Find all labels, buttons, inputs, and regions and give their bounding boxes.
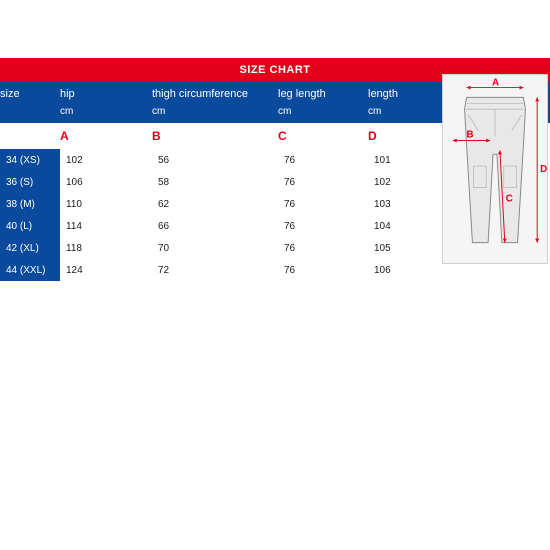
cell-leg: 76 xyxy=(278,243,368,254)
header-length: length xyxy=(368,82,440,106)
size-cell: 42 (XL) xyxy=(0,237,60,259)
size-cell: 44 (XXL) xyxy=(0,259,60,281)
letter-b: B xyxy=(152,123,278,149)
diagram-label-b: B xyxy=(467,130,474,141)
unit-length: cm xyxy=(368,106,440,123)
header-hip: hip xyxy=(60,82,152,106)
cell-len: 106 xyxy=(368,265,440,276)
unit-thigh: cm xyxy=(152,106,278,123)
size-cell: 34 (XS) xyxy=(0,149,60,171)
diagram-label-a: A xyxy=(492,78,499,89)
header-size: size xyxy=(0,82,60,106)
cell-leg: 76 xyxy=(278,265,368,276)
size-cell: 36 (S) xyxy=(0,171,60,193)
cell-hip: 110 xyxy=(60,199,152,210)
cell-len: 105 xyxy=(368,243,440,254)
diagram-label-d: D xyxy=(540,164,547,175)
cell-leg: 76 xyxy=(278,199,368,210)
cell-thigh: 56 xyxy=(152,155,278,166)
pants-diagram: A B C D xyxy=(442,74,548,264)
letter-d: D xyxy=(368,123,440,149)
header-thigh: thigh circumference xyxy=(152,82,278,106)
cell-len: 104 xyxy=(368,221,440,232)
header-leg: leg length xyxy=(278,82,368,106)
cell-hip: 124 xyxy=(60,265,152,276)
cell-len: 102 xyxy=(368,177,440,188)
cell-thigh: 58 xyxy=(152,177,278,188)
unit-leg: cm xyxy=(278,106,368,123)
cell-leg: 76 xyxy=(278,177,368,188)
cell-hip: 114 xyxy=(60,221,152,232)
cell-leg: 76 xyxy=(278,221,368,232)
cell-leg: 76 xyxy=(278,155,368,166)
cell-thigh: 66 xyxy=(152,221,278,232)
size-cell: 40 (L) xyxy=(0,215,60,237)
cell-thigh: 72 xyxy=(152,265,278,276)
size-cell: 38 (M) xyxy=(0,193,60,215)
unit-hip: cm xyxy=(60,106,152,123)
letter-c: C xyxy=(278,123,368,149)
size-column: 34 (XS) 36 (S) 38 (M) 40 (L) 42 (XL) 44 … xyxy=(0,149,60,281)
cell-thigh: 70 xyxy=(152,243,278,254)
cell-hip: 118 xyxy=(60,243,152,254)
cell-hip: 102 xyxy=(60,155,152,166)
letter-a: A xyxy=(60,123,152,149)
cell-thigh: 62 xyxy=(152,199,278,210)
diagram-label-c: C xyxy=(506,193,513,204)
cell-hip: 106 xyxy=(60,177,152,188)
cell-len: 103 xyxy=(368,199,440,210)
cell-len: 101 xyxy=(368,155,440,166)
